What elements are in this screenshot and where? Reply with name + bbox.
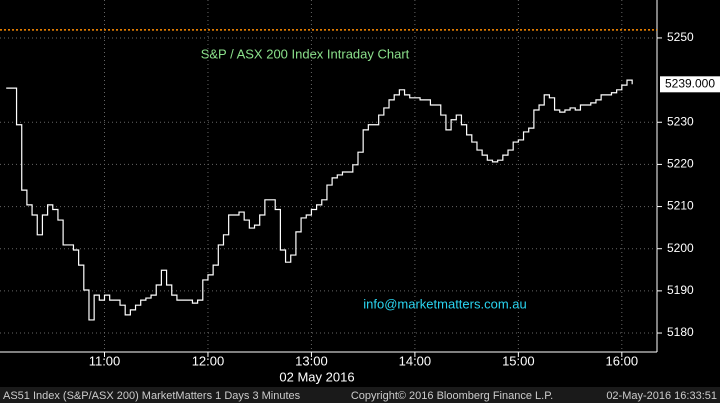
x-tick-label: 15:00 bbox=[502, 353, 535, 368]
x-tick-label: 16:00 bbox=[606, 353, 639, 368]
chart-title: S&P / ASX 200 Index Intraday Chart bbox=[201, 46, 410, 61]
x-tick-label: 13:00 bbox=[295, 353, 328, 368]
footer-center: Copyright© 2016 Bloomberg Finance L.P. bbox=[351, 390, 553, 402]
x-tick-label: 14:00 bbox=[399, 353, 432, 368]
annotation: info@marketmatters.com.au bbox=[363, 296, 526, 311]
x-axis-label: 02 May 2016 bbox=[279, 369, 354, 384]
last-value-label: 5239.000 bbox=[665, 76, 715, 90]
y-tick-label: 5250 bbox=[667, 30, 694, 44]
x-tick-label: 12:00 bbox=[192, 353, 225, 368]
footer-bar bbox=[0, 387, 720, 403]
y-tick-label: 5200 bbox=[667, 241, 694, 255]
footer-right: 02-May-2016 16:33:51 bbox=[606, 390, 717, 402]
footer-left: AS51 Index (S&P/ASX 200) MarketMatters 1… bbox=[3, 390, 301, 402]
y-tick-label: 5220 bbox=[667, 157, 694, 171]
y-tick-label: 5190 bbox=[667, 283, 694, 297]
y-tick-label: 5210 bbox=[667, 199, 694, 213]
y-tick-label: 5180 bbox=[667, 325, 694, 339]
y-tick-label: 5230 bbox=[667, 114, 694, 128]
last-value-box bbox=[660, 76, 720, 93]
x-tick-label: 11:00 bbox=[89, 353, 121, 368]
price-line bbox=[6, 79, 633, 321]
